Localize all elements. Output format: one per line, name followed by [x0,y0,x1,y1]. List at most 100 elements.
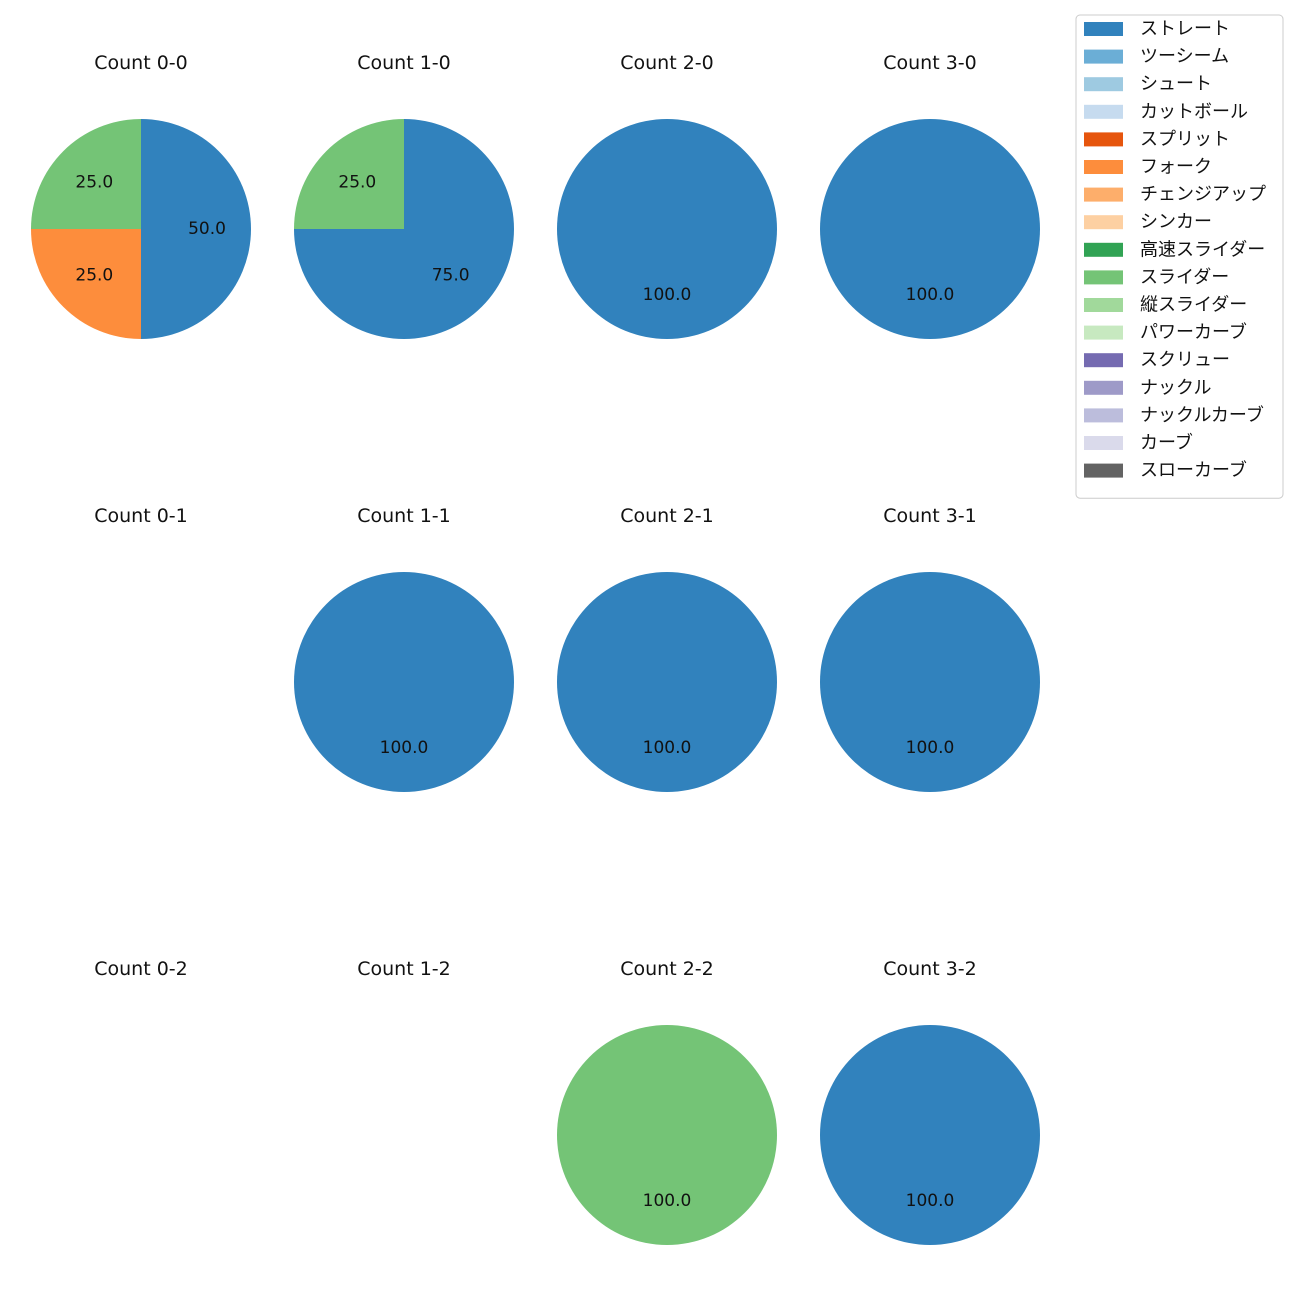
pie-slice [141,119,251,339]
legend-item: シンカー [1084,212,1212,233]
legend-label: スプリット [1140,129,1230,150]
legend-label: 縦スライダー [1140,295,1247,316]
panel-title: Count 3-1 [883,505,977,527]
legend-label: カットボール [1140,101,1248,122]
legend-swatch [1084,187,1123,202]
pie-panel-count-2-1: Count 2-1 100.0 [557,505,777,792]
pie-slice [31,119,141,229]
legend-item: ストレート [1084,19,1230,40]
legend-item: スローカーブ [1084,459,1247,481]
legend-item: ツーシーム [1084,46,1229,67]
legend-item: チェンジアップ [1084,184,1266,205]
legend-item: スライダー [1084,267,1229,288]
legend-label: スライダー [1140,267,1229,288]
legend-swatch [1084,132,1123,147]
legend-item: シュート [1084,74,1212,95]
legend-swatch [1084,22,1123,36]
legend-label: ナックルカーブ [1140,404,1264,426]
panel-title: Count 2-0 [620,52,714,74]
legend-swatch [1084,242,1123,257]
legend-swatch [1084,270,1123,285]
legend-item: カットボール [1084,101,1248,122]
legend-label: チェンジアップ [1140,184,1266,205]
legend-label: シンカー [1140,212,1212,233]
panel-title: Count 2-1 [620,505,714,527]
legend-label: 高速スライダー [1140,239,1265,260]
pie-slice [294,119,404,229]
slice-value-label: 25.0 [75,172,113,192]
legend-swatch [1084,380,1123,395]
pie-panel-count-1-0: Count 1-0 75.0 25.0 [294,52,514,339]
panel-title: Count 2-2 [620,958,714,980]
panel-title: Count 3-0 [883,52,977,74]
pie-panel-count-1-2: Count 1-2 [357,958,451,980]
slice-value-label: 100.0 [380,738,429,758]
pie-slice [557,572,777,792]
legend-item: 高速スライダー [1084,239,1265,260]
legend-item: 縦スライダー [1084,295,1247,316]
legend-label: シュート [1140,74,1212,95]
pie-slice [294,572,514,792]
legend-label: ツーシーム [1140,46,1229,67]
pie-slice [31,229,141,339]
legend-item: ナックル [1084,377,1211,398]
legend-swatch [1084,77,1123,92]
legend-swatch [1084,353,1123,368]
legend-label: スクリュー [1140,350,1230,371]
pie-panel-count-2-0: Count 2-0 100.0 [557,52,777,339]
pie-panel-count-0-2: Count 0-2 [94,958,188,980]
legend-label: パワーカーブ [1140,321,1247,343]
legend-swatch [1084,160,1123,174]
pie-panel-count-3-0: Count 3-0 100.0 [820,52,1040,339]
legend-item: フォーク [1084,157,1212,178]
pie-slice [557,1025,777,1245]
legend-swatch [1084,104,1123,119]
pie-panel-count-0-0: Count 0-0 50.0 25.0 25.0 [31,52,251,339]
legend: ストレートツーシームシュートカットボールスプリットフォークチェンジアップシンカー… [1075,14,1284,499]
panel-title: Count 0-1 [94,505,188,527]
legend-item: カーブ [1084,432,1193,454]
slice-value-label: 100.0 [643,738,692,758]
legend-label: ストレート [1140,19,1230,40]
pie-panel-count-2-2: Count 2-2 100.0 [557,958,777,1245]
pie-panel-count-3-1: Count 3-1 100.0 [820,505,1040,792]
pie-slice [820,1025,1040,1245]
legend-swatch [1084,49,1123,64]
pie-slice [820,572,1040,792]
legend-swatch [1084,436,1123,450]
panel-title: Count 1-2 [357,958,451,980]
slice-value-label: 50.0 [188,219,226,239]
legend-swatch [1084,463,1123,478]
pie-panel-count-1-1: Count 1-1 100.0 [294,505,514,792]
slice-value-label: 100.0 [906,285,955,305]
legend-frame [1075,14,1284,499]
panel-title: Count 3-2 [883,958,977,980]
legend-label: スローカーブ [1140,459,1247,481]
panel-title: Count 0-2 [94,958,188,980]
panel-title: Count 0-0 [94,52,188,74]
legend-label: ナックル [1140,377,1211,398]
slice-value-label: 100.0 [643,1191,692,1211]
panel-title: Count 1-0 [357,52,451,74]
slice-value-label: 75.0 [432,266,470,286]
slice-value-label: 100.0 [643,285,692,305]
legend-item: ナックルカーブ [1084,404,1264,426]
legend-label: カーブ [1140,432,1193,454]
slice-value-label: 25.0 [75,266,113,286]
legend-item: スクリュー [1084,350,1230,371]
legend-swatch [1084,325,1123,340]
slice-value-label: 100.0 [906,738,955,758]
pie-slice [557,119,777,339]
legend-item: スプリット [1084,129,1230,150]
slice-value-label: 100.0 [906,1191,955,1211]
pie-slice [820,119,1040,339]
legend-label: フォーク [1140,157,1212,178]
legend-swatch [1084,298,1123,312]
legend-item: パワーカーブ [1084,321,1247,343]
panel-title: Count 1-1 [357,505,451,527]
slice-value-label: 25.0 [338,172,376,192]
legend-swatch [1084,408,1123,423]
pie-panel-count-0-1: Count 0-1 [94,505,188,527]
